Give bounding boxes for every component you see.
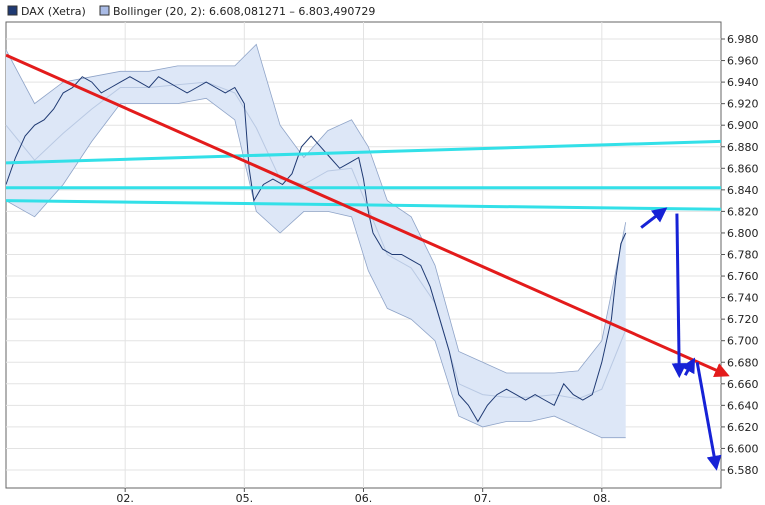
y-tick-label: 6.580 xyxy=(727,464,759,477)
y-tick-label: 6.740 xyxy=(727,292,759,305)
legend-swatch-bollinger xyxy=(99,5,110,16)
x-tick-label: 05. xyxy=(236,492,254,505)
y-tick-label: 6.800 xyxy=(727,227,759,240)
y-tick-label: 6.660 xyxy=(727,378,759,391)
legend-label-dax: DAX (Xetra) xyxy=(21,5,86,18)
x-tick-label: 08. xyxy=(593,492,611,505)
price-series xyxy=(5,76,627,423)
bollinger-upper-line xyxy=(5,43,627,374)
dax-price-line xyxy=(5,76,627,423)
y-tick-label: 6.820 xyxy=(727,205,759,218)
x-tick-label: 07. xyxy=(474,492,492,505)
y-tick-label: 6.860 xyxy=(727,162,759,175)
y-tick-label: 6.680 xyxy=(727,356,759,369)
y-tick-label: 6.780 xyxy=(727,249,759,262)
y-tick-label: 6.720 xyxy=(727,313,759,326)
y-tick-label: 6.840 xyxy=(727,184,759,197)
y-tick-label: 6.980 xyxy=(727,33,759,46)
blue-arrow xyxy=(671,213,687,379)
y-tick-label: 6.640 xyxy=(727,399,759,412)
bollinger-lower-line xyxy=(5,97,626,439)
y-tick-label: 6.900 xyxy=(727,119,759,132)
y-axis: 6.980 6.960 6.940 6.920 6.900 6.880 6.860 6.840… xyxy=(721,33,759,477)
x-tick-label: 02. xyxy=(116,492,134,505)
blue-arrow xyxy=(695,361,722,471)
bollinger-middle-line xyxy=(5,81,627,400)
red-trend-line xyxy=(5,53,730,378)
y-tick-label: 6.700 xyxy=(727,335,759,348)
x-axis: 02. 05. 06. 07. 08. xyxy=(116,488,611,505)
y-tick-label: 6.600 xyxy=(727,442,759,455)
y-tick-label: 6.960 xyxy=(727,55,759,68)
y-tick-label: 6.920 xyxy=(727,98,759,111)
y-tick-label: 6.620 xyxy=(727,421,759,434)
annotation-lines xyxy=(5,53,730,471)
y-tick-label: 6.940 xyxy=(727,76,759,89)
blue-arrow xyxy=(640,207,668,229)
y-tick-label: 6.760 xyxy=(727,270,759,283)
legend: DAX (Xetra) Bollinger (20, 2): 6.608,081… xyxy=(7,5,375,18)
support-resistance-line xyxy=(5,139,722,165)
x-tick-label: 06. xyxy=(355,492,373,505)
blue-arrow xyxy=(681,357,696,376)
y-tick-label: 6.880 xyxy=(727,141,759,154)
legend-swatch-dax xyxy=(7,5,18,16)
support-resistance-line xyxy=(5,199,722,211)
legend-label-bollinger: Bollinger (20, 2): 6.608,081271 – 6.803,… xyxy=(113,5,375,18)
